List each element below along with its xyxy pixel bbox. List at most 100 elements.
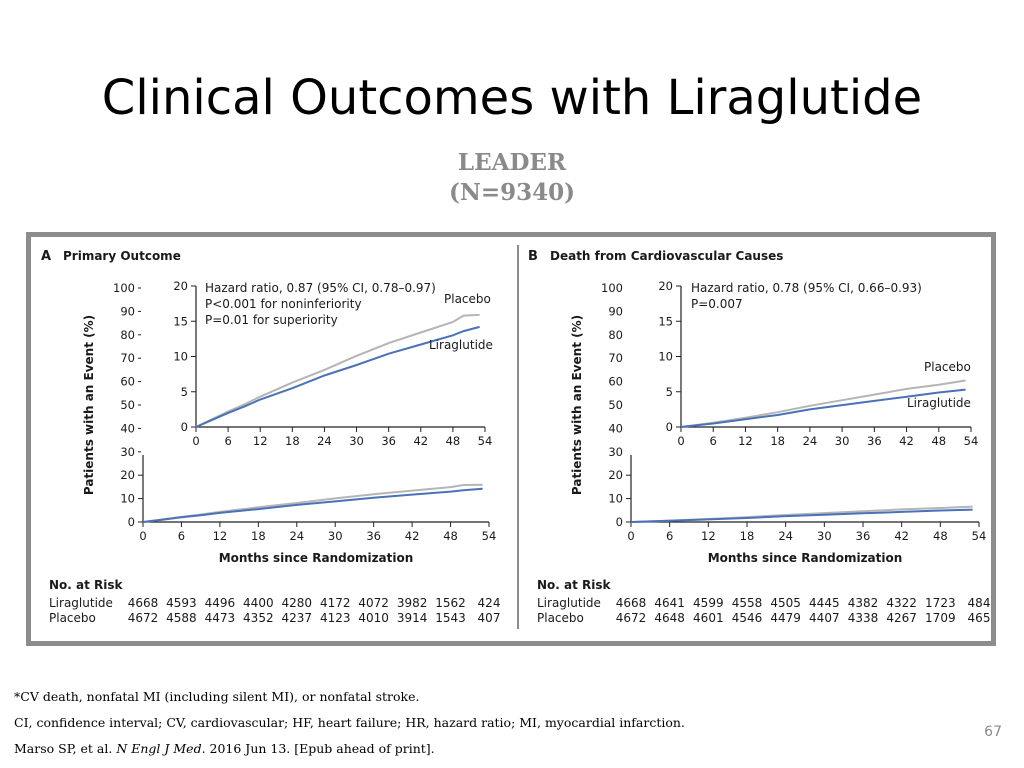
- x-tick-label: 0: [139, 529, 146, 543]
- inset-y-tick-label: 5: [181, 385, 188, 399]
- inset-x-tick-label: 24: [803, 434, 818, 448]
- inset-x-tick-label: 18: [285, 434, 300, 448]
- at-risk-value: 4473: [205, 611, 236, 625]
- inset-x-tick-label: 30: [349, 434, 364, 448]
- x-tick-label: 24: [289, 529, 304, 543]
- hazard-ratio-annotation: Hazard ratio, 0.87 (95% CI, 0.78–0.97): [205, 281, 436, 295]
- x-tick-label: 24: [778, 529, 793, 543]
- citation-authors: Marso SP, et al.: [14, 741, 117, 756]
- citation-details: . 2016 Jun 13. [Epub ahead of print].: [201, 741, 435, 756]
- at-risk-value: 4648: [654, 611, 685, 625]
- trial-name: LEADER: [457, 149, 567, 176]
- y-tick-label: 20: [608, 468, 623, 482]
- inset-y-tick-label: 0: [181, 420, 188, 434]
- inset-series-line-placebo: [680, 379, 966, 428]
- panel-title: Primary Outcome: [63, 249, 181, 263]
- y-tick-label: 60: [608, 375, 623, 389]
- at-risk-value: 1709: [925, 611, 956, 625]
- y-tick-label: 10: [120, 492, 135, 506]
- x-tick-label: 48: [443, 529, 458, 543]
- y-tick-label: 40: [608, 421, 623, 435]
- y-tick-label: 80: [120, 328, 135, 342]
- y-tick-label: 0: [128, 515, 135, 529]
- hazard-ratio-annotation: P=0.007: [691, 297, 743, 311]
- inset-chart: 0 5 10 15 20 0 6 12 18 24 30 36 42 48 54 Hazard ratio, …: [141, 278, 500, 455]
- footnote-definition: *CV death, nonfatal MI (including silent…: [14, 689, 420, 704]
- x-tick-label: 30: [817, 529, 832, 543]
- panel-letter: A: [41, 249, 51, 264]
- slide-title: Clinical Outcomes with Liraglutide: [101, 70, 923, 126]
- inset-y-tick-label: 20: [658, 279, 673, 293]
- at-risk-value: 4338: [848, 611, 879, 625]
- x-tick-label: 42: [405, 529, 420, 543]
- x-tick-label: 6: [666, 529, 673, 543]
- at-risk-value: 4558: [732, 596, 763, 610]
- inset-x-tick-label: 30: [835, 434, 850, 448]
- at-risk-value: 4010: [358, 611, 389, 625]
- citation-journal: N Engl J Med: [116, 741, 202, 756]
- y-tick-label: 40: [120, 421, 135, 435]
- at-risk-value: 4479: [770, 611, 801, 625]
- at-risk-value: 484: [968, 596, 991, 610]
- at-risk-value: 4593: [166, 596, 197, 610]
- series-label-placebo: Placebo: [444, 292, 491, 306]
- inset-y-tick-label: 10: [658, 350, 673, 364]
- footnote-citation: Marso SP, et al. N Engl J Med. 2016 Jun …: [14, 740, 914, 766]
- at-risk-value: 4505: [770, 596, 801, 610]
- at-risk-value: 4172: [320, 596, 351, 610]
- at-risk-value: 4322: [886, 596, 917, 610]
- hazard-ratio-annotation: Hazard ratio, 0.78 (95% CI, 0.66–0.93): [691, 281, 922, 295]
- hazard-ratio-annotation: P=0.01 for superiority: [205, 313, 338, 327]
- series-line-liraglutide: [142, 487, 483, 523]
- inset-x-tick-label: 6: [710, 434, 717, 448]
- y-tick-label: 50: [608, 398, 623, 412]
- y-tick-label: 30: [120, 445, 135, 459]
- at-risk-value: 465: [968, 611, 991, 625]
- x-tick-label: 30: [328, 529, 343, 543]
- at-risk-value: 4237: [282, 611, 313, 625]
- y-tick-label: 90: [120, 304, 135, 318]
- at-risk-value: 3914: [397, 611, 428, 625]
- inset-series-line-liraglutide: [680, 388, 966, 428]
- at-risk-value: 4400: [243, 596, 274, 610]
- inset-x-tick-label: 18: [770, 434, 785, 448]
- inset-chart: 0 5 10 15 20 0 6 12 18 24 30 36 42 48 54 Hazard ratio, …: [626, 278, 986, 455]
- hazard-ratio-annotation: P<0.001 for noninferiority: [205, 297, 362, 311]
- x-tick-label: 12: [213, 529, 228, 543]
- at-risk-value: 1562: [435, 596, 466, 610]
- series-line-liraglutide: [630, 508, 973, 523]
- x-tick-label: 12: [701, 529, 716, 543]
- panel-title: Death from Cardiovascular Causes: [550, 249, 783, 263]
- inset-y-tick-label: 0: [666, 420, 673, 434]
- at-risk-value: 4672: [128, 611, 159, 625]
- y-tick-label: 100: [113, 281, 135, 295]
- at-risk-value: 4668: [616, 596, 647, 610]
- y-axis-label: Patients with an Event (%): [570, 315, 584, 495]
- at-risk-table: No. at Risk Liraglutide 4668 4593 4496 4400 42…: [49, 578, 500, 625]
- x-tick-label: 36: [856, 529, 871, 543]
- panel-letter: B: [528, 249, 538, 264]
- inset-x-tick-label: 48: [446, 434, 461, 448]
- inset-x-tick-label: 42: [413, 434, 428, 448]
- x-tick-label: 54: [482, 529, 497, 543]
- inset-x-tick-label: 42: [899, 434, 914, 448]
- inset-x-tick-label: 48: [931, 434, 946, 448]
- page-number: 67: [984, 724, 1002, 740]
- inset-x-tick-label: 6: [224, 434, 231, 448]
- at-risk-value: 4668: [128, 596, 159, 610]
- at-risk-row-label: Liraglutide: [49, 596, 113, 610]
- at-risk-value: 4352: [243, 611, 274, 625]
- y-tick-label: 60: [120, 375, 135, 389]
- inset-x-tick-label: 0: [192, 434, 199, 448]
- at-risk-value: 4267: [886, 611, 917, 625]
- series-label-placebo: Placebo: [924, 360, 971, 374]
- y-tick-label: 10: [608, 492, 623, 506]
- y-tick-label: 90: [608, 304, 623, 318]
- y-tick-label: 70: [608, 351, 623, 365]
- inset-series-line-placebo: [195, 313, 480, 428]
- y-tick-label: 50: [120, 398, 135, 412]
- y-tick-label: 100: [601, 281, 623, 295]
- inset-y-tick-label: 15: [658, 314, 673, 328]
- at-risk-row-label: Liraglutide: [537, 596, 601, 610]
